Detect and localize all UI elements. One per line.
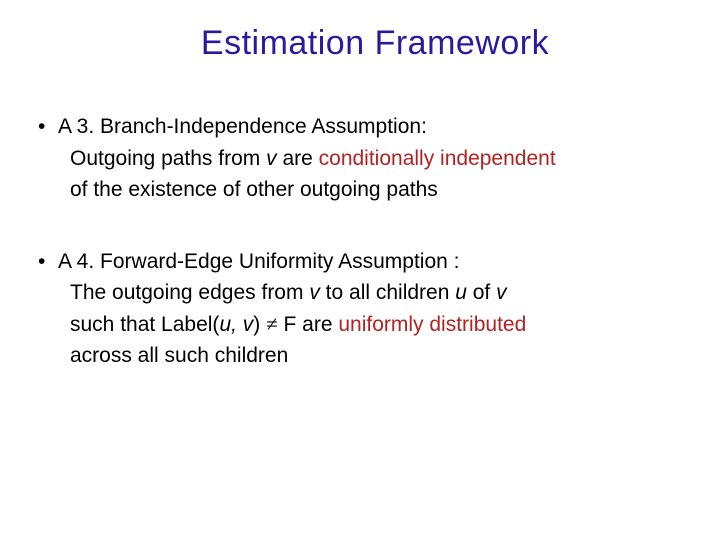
bullet-marker: • (38, 246, 58, 278)
highlight-conditionally-independent: conditionally independent (319, 147, 556, 170)
text: ) (253, 313, 266, 336)
slide: Estimation Framework • A 3. Branch-Indep… (0, 0, 720, 540)
bullet-item-2: • A 4. Forward-Edge Uniformity Assumptio… (60, 246, 680, 372)
bullet1-lead: A 3. Branch-Independence Assumption: (58, 111, 427, 143)
slide-body: • A 3. Branch-Independence Assumption: O… (60, 111, 680, 372)
var-u: u (455, 281, 467, 304)
bullet-marker: • (38, 111, 58, 143)
bullet1-line2: of the existence of other outgoing paths (60, 174, 680, 206)
text: Outgoing paths from (70, 147, 266, 170)
text: of (467, 281, 496, 304)
neq-symbol: ≠ (266, 312, 278, 336)
text: to all children (320, 281, 455, 304)
slide-title: Estimation Framework (60, 24, 680, 63)
bullet1-line1: Outgoing paths from v are conditionally … (60, 143, 680, 175)
var-v: v (266, 147, 277, 170)
highlight-uniformly-distributed: uniformly distributed (338, 313, 526, 336)
text: of the existence of other outgoing paths (70, 178, 438, 201)
bullet2-line3: across all such children (60, 340, 680, 372)
var-v: v (496, 281, 507, 304)
text: are (277, 147, 319, 170)
text: F are (278, 313, 339, 336)
bullet2-line2: such that Label(u, v) ≠ F are uniformly … (60, 309, 680, 341)
bullet-item-1: • A 3. Branch-Independence Assumption: O… (60, 111, 680, 206)
text: such that Label( (70, 313, 219, 336)
bullet2-lead: A 4. Forward-Edge Uniformity Assumption … (58, 246, 460, 278)
text: across all such children (70, 344, 288, 367)
var-v: v (309, 281, 320, 304)
bullet2-line1: The outgoing edges from v to all childre… (60, 277, 680, 309)
var-uv: u, v (219, 313, 253, 336)
text: The outgoing edges from (70, 281, 309, 304)
